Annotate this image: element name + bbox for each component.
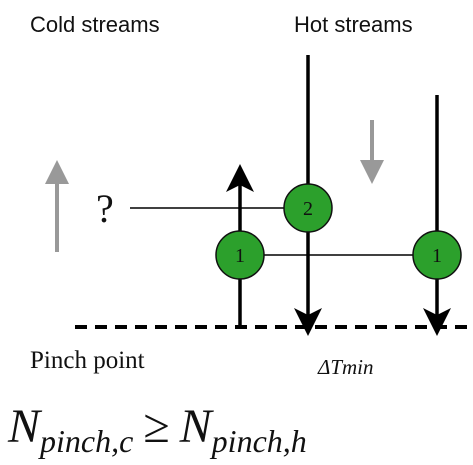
formula-relation: ≥: [143, 400, 169, 453]
cold-label: Cold streams: [30, 12, 160, 37]
exchanger: [215, 230, 265, 280]
exchanger: [412, 230, 462, 280]
exchanger-label: 2: [303, 198, 313, 220]
question-mark: ?: [96, 186, 114, 231]
formula-rhs: N: [179, 400, 215, 453]
formula-lhs: N: [7, 400, 43, 453]
formula: Npinch,c ≥ Npinch,h: [7, 400, 307, 459]
pinch-label: Pinch point: [30, 347, 145, 374]
formula-lhs-sub: pinch,c: [38, 423, 133, 459]
exchanger: [283, 183, 333, 233]
exchanger-label: 1: [432, 245, 442, 267]
formula-rhs-sub: pinch,h: [210, 423, 307, 459]
delta-label: ΔTmin: [317, 355, 374, 379]
hot-label: Hot streams: [294, 12, 413, 37]
exchanger-label: 1: [235, 245, 245, 267]
